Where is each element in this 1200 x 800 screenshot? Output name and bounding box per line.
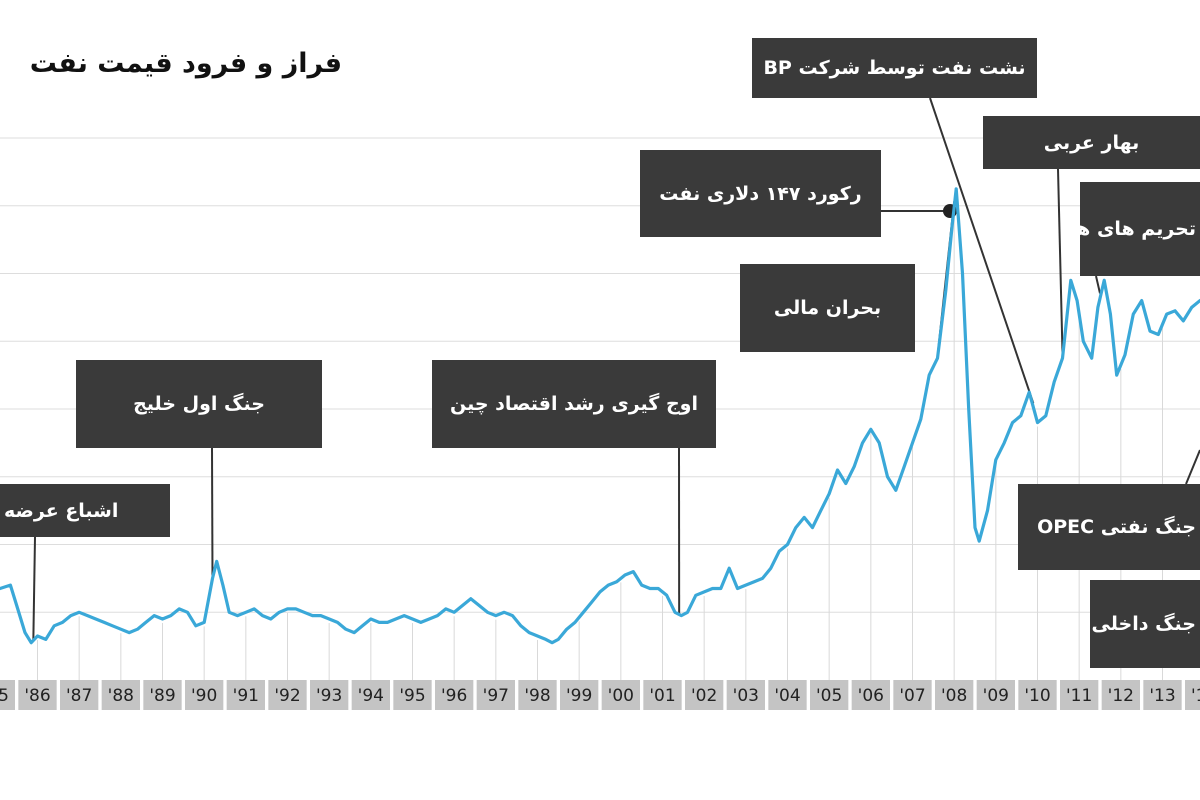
- x-tick-label: '89: [149, 686, 175, 706]
- x-tick-label: '14: [1191, 686, 1200, 706]
- x-tick-box: [351, 680, 390, 710]
- annotation-leader-line: [1057, 168, 1064, 354]
- x-tick-box: [18, 680, 57, 710]
- annotation-leader-line: [929, 97, 1035, 404]
- x-tick-box: [0, 680, 15, 710]
- x-tick-box: [935, 680, 974, 710]
- x-tick-box: [685, 680, 724, 710]
- x-tick-box: [60, 680, 99, 710]
- annotation-opec-war: جنگ نفتی OPEC: [1018, 484, 1200, 570]
- x-tick-box: [1060, 680, 1099, 710]
- x-tick-label: '91: [233, 686, 259, 706]
- x-tick-label: '09: [983, 686, 1009, 706]
- x-tick-label: '11: [1066, 686, 1092, 706]
- annotation-financial-crisis: بحران مالی: [740, 264, 915, 352]
- x-tick-label: '08: [941, 686, 967, 706]
- x-tick-box: [810, 680, 849, 710]
- annotation-yemen-war: جنگ داخلی یمن: [1090, 580, 1200, 668]
- x-tick-label: '97: [483, 686, 509, 706]
- x-tick-box: [601, 680, 640, 710]
- x-tick-label: '05: [816, 686, 842, 706]
- x-tick-box: [226, 680, 265, 710]
- annotation-leader-line: [211, 447, 214, 579]
- x-tick-box: [1185, 680, 1200, 710]
- x-tick-box: [768, 680, 807, 710]
- x-tick-box: [268, 680, 307, 710]
- x-tick-label: '00: [608, 686, 634, 706]
- x-tick-box: [143, 680, 182, 710]
- x-tick-label: '93: [316, 686, 342, 706]
- x-tick-label: '01: [649, 686, 675, 706]
- x-tick-box: [1018, 680, 1057, 710]
- annotation-leader-line: [1185, 449, 1200, 485]
- x-tick-label: '87: [66, 686, 92, 706]
- x-tick-box: [851, 680, 890, 710]
- x-tick-box: [435, 680, 474, 710]
- x-tick-label: '98: [524, 686, 550, 706]
- series-line-oil-price: [0, 187, 1200, 645]
- x-tick-box: [726, 680, 765, 710]
- x-tick-box: [518, 680, 557, 710]
- x-tick-label: '85: [0, 686, 9, 706]
- x-tick-label: '92: [274, 686, 300, 706]
- x-tick-label: '03: [733, 686, 759, 706]
- x-tick-box: [643, 680, 682, 710]
- x-tick-label: '07: [899, 686, 925, 706]
- annotation-record-147: رکورد ۱۴۷ دلاری نفت: [640, 150, 881, 237]
- x-tick-label: '12: [1108, 686, 1134, 706]
- x-tick-label: '06: [858, 686, 884, 706]
- x-tick-box: [393, 680, 432, 710]
- x-tick-label: '02: [691, 686, 717, 706]
- x-tick-label: '88: [108, 686, 134, 706]
- x-tick-label: '94: [358, 686, 384, 706]
- x-tick-label: '86: [24, 686, 50, 706]
- x-tick-box: [1101, 680, 1140, 710]
- x-tick-box: [560, 680, 599, 710]
- x-tick-box: [476, 680, 515, 710]
- annotation-leader-line: [32, 536, 36, 641]
- x-tick-box: [976, 680, 1015, 710]
- annotation-iran-sanctions: تحریم های هسته ای ایران: [1080, 182, 1200, 276]
- x-tick-label: '04: [774, 686, 800, 706]
- chart-title: فراز و فرود قیمت نفت: [29, 48, 342, 79]
- x-tick-box: [893, 680, 932, 710]
- annotation-leader-line: [1095, 275, 1101, 294]
- x-tick-label: '99: [566, 686, 592, 706]
- annotation-gulf-war: جنگ اول خلیج: [76, 360, 322, 448]
- x-tick-box: [185, 680, 224, 710]
- x-tick-label: '96: [441, 686, 467, 706]
- x-tick-label: '90: [191, 686, 217, 706]
- x-tick-label: '10: [1024, 686, 1050, 706]
- x-tick-box: [310, 680, 349, 710]
- x-tick-box: [101, 680, 140, 710]
- annotation-supply-glut: اشباع عرضه: [0, 484, 170, 537]
- annotation-arab-spring: بهار عربی: [983, 116, 1200, 169]
- x-tick-box: [1143, 680, 1182, 710]
- annotation-china-growth: اوج گیری رشد اقتصاد چین: [432, 360, 716, 448]
- x-tick-label: '13: [1149, 686, 1175, 706]
- x-tick-label: '95: [399, 686, 425, 706]
- annotation-bp-spill: نشت نفت توسط شرکت BP: [752, 38, 1037, 98]
